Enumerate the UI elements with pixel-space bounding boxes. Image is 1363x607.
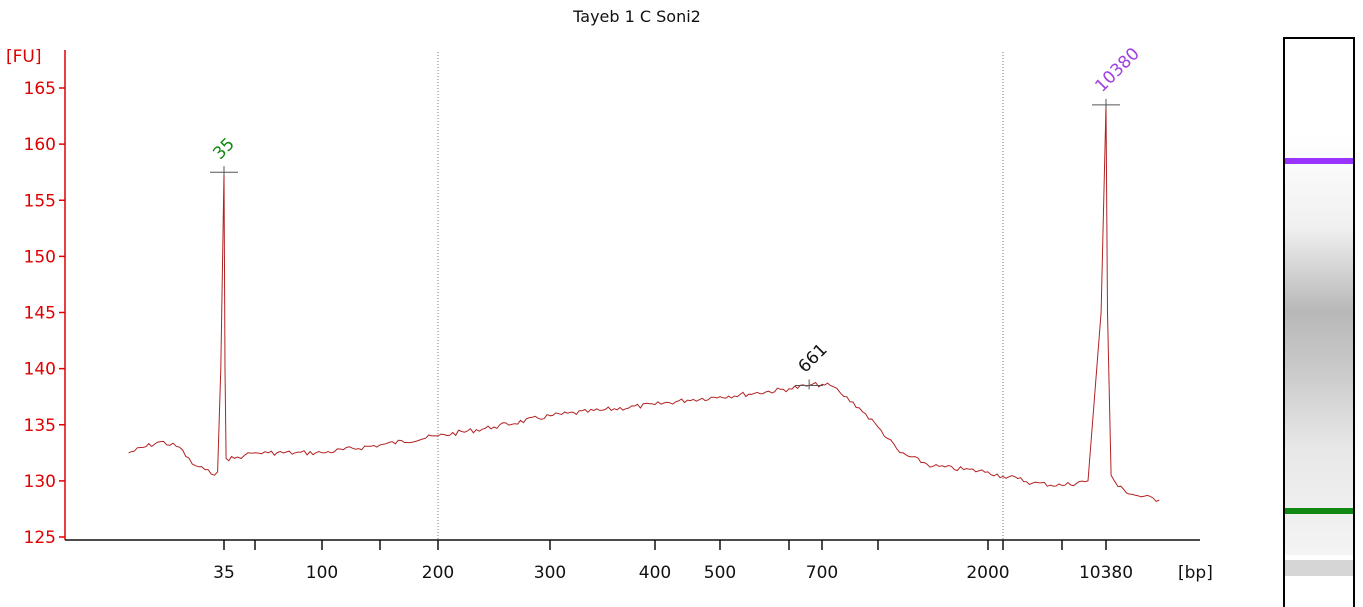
x-tick-label: 2000 [966, 563, 1009, 583]
peak-markers: 35 661 10380 [209, 44, 1144, 390]
x-tick-label: 200 [422, 563, 454, 583]
x-tick-label: 700 [806, 563, 838, 583]
chart-title: Tayeb 1 C Soni2 [572, 7, 701, 26]
peak-label: 661 [795, 340, 832, 377]
peak-label: 10380 [1091, 44, 1143, 96]
x-tick-label: 10380 [1079, 563, 1133, 583]
x-tick-label: 500 [704, 563, 736, 583]
x-tick-label: 35 [213, 563, 235, 583]
gel-smear [1285, 135, 1353, 555]
y-tick-label: 160 [24, 135, 56, 155]
axes: 125 130 135 140 145 150 155 160 165 35 100 200 300 40… [24, 50, 1200, 583]
trace [128, 104, 1160, 503]
series-line [128, 104, 1160, 503]
y-tick-label: 150 [24, 247, 56, 267]
y-tick-label: 165 [24, 79, 56, 99]
y-tick-label: 125 [24, 528, 56, 548]
gel-faint-band [1285, 560, 1353, 576]
y-tick-label: 135 [24, 416, 56, 436]
reference-lines [437, 52, 1004, 540]
y-tick-label: 140 [24, 360, 56, 380]
x-axis-label: [bp] [1178, 563, 1213, 583]
y-tick-label: 145 [24, 304, 56, 324]
x-tick-label: 400 [639, 563, 671, 583]
peak-label: 35 [209, 134, 238, 163]
y-tick-label: 155 [24, 191, 56, 211]
gel-band-lower-marker [1285, 508, 1353, 514]
x-tick-label: 100 [306, 563, 338, 583]
gel-band-upper-marker [1285, 158, 1353, 164]
x-tick-label: 300 [534, 563, 566, 583]
gel-lane [1283, 37, 1355, 607]
y-axis-label: [FU] [6, 47, 42, 67]
y-tick-label: 130 [24, 472, 56, 492]
